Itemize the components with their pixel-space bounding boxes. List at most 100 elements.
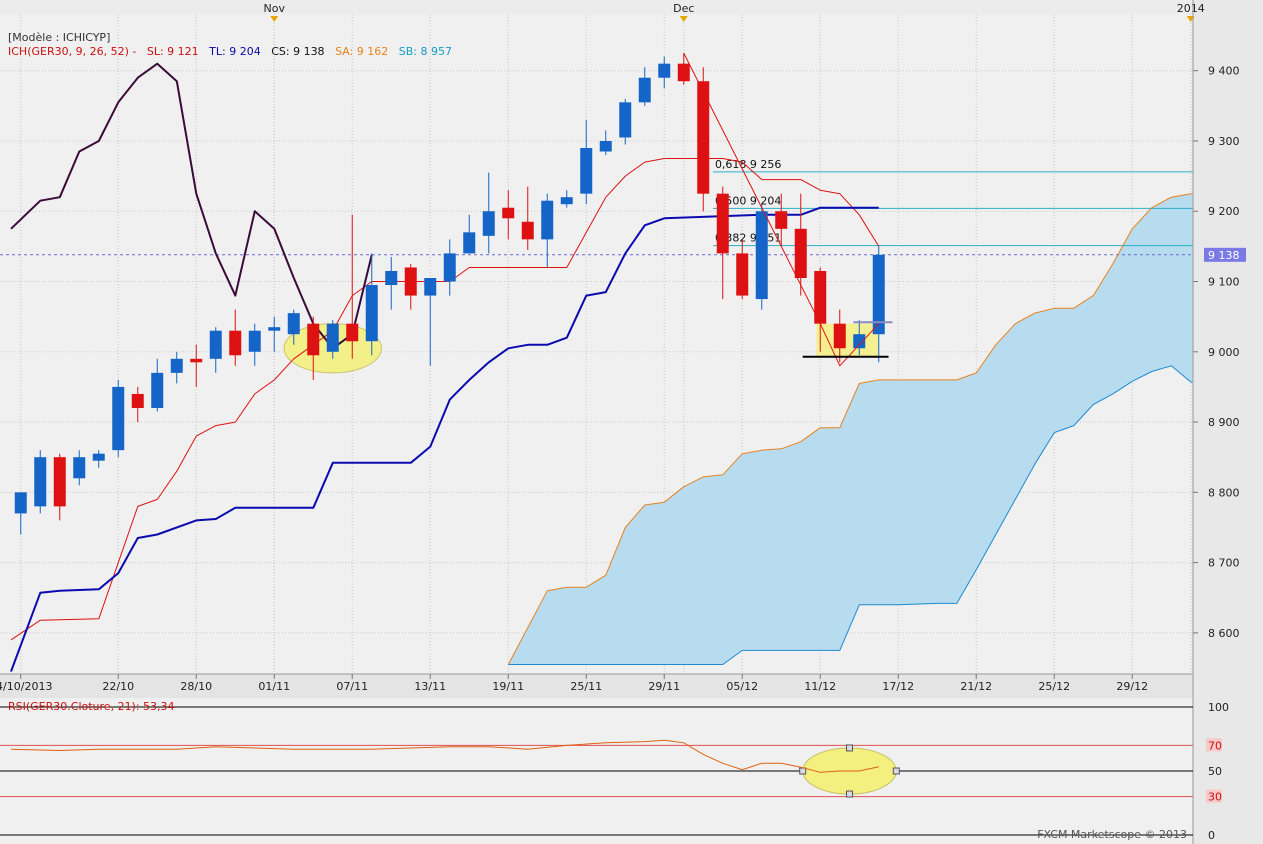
date-tick-label: 28/10 xyxy=(180,680,212,693)
candle-body xyxy=(755,211,768,300)
rsi-level-label: 0 xyxy=(1208,829,1215,842)
candle-body xyxy=(190,358,203,363)
ichimoku-legend: ICH(GER30, 9, 26, 52) - SL: 9 121 TL: 9 … xyxy=(8,45,452,58)
candle xyxy=(385,256,398,310)
ich-settings-label: ICH(GER30, 9, 26, 52) - xyxy=(8,45,137,58)
candle xyxy=(736,239,749,300)
price-axis: 8 600 8 700 8 800 8 900 9 000 9 100 9 200 9 300… xyxy=(1192,0,1246,844)
price-tick-label: 8 700 xyxy=(1208,557,1240,570)
candle-body xyxy=(112,386,125,451)
top-markers: Nov Dec 2014 xyxy=(264,2,1205,22)
price-tick-label: 9 100 xyxy=(1208,276,1240,289)
candles xyxy=(14,53,885,535)
watermark: FXCM Marketscope © 2013 xyxy=(1037,828,1187,841)
price-tick-label: 9 000 xyxy=(1208,346,1240,359)
candle-body xyxy=(736,253,749,296)
candle xyxy=(404,263,417,310)
model-label: [Modèle : ICHICYP] xyxy=(8,31,111,44)
candle-body xyxy=(580,148,593,194)
candle-body xyxy=(716,193,729,254)
candle-body xyxy=(326,323,339,352)
top-marker-arrow xyxy=(270,16,279,22)
candle-body xyxy=(794,228,807,278)
candle-body xyxy=(209,330,222,359)
ichimoku-kijun-line xyxy=(10,206,879,672)
price-axis-panel xyxy=(1193,0,1263,844)
candle-body xyxy=(541,200,554,240)
candle xyxy=(34,450,47,514)
candle-body xyxy=(268,327,281,331)
candle xyxy=(92,450,105,468)
price-panel xyxy=(0,14,1193,674)
rsi-level-tag xyxy=(1206,789,1222,803)
candle-body xyxy=(404,267,417,296)
candle xyxy=(580,119,593,205)
candle-body xyxy=(151,372,164,408)
current-price-label: 9 138 xyxy=(1208,249,1240,262)
date-tick-label: 14/10/2013 xyxy=(0,680,52,693)
legend-sa: SA: 9 162 xyxy=(335,45,389,58)
candle-body xyxy=(775,211,788,229)
legend-sb: SB: 8 957 xyxy=(398,45,453,58)
candle xyxy=(619,98,632,145)
date-tick-label: 13/11 xyxy=(414,680,446,693)
date-tick-label: 19/11 xyxy=(492,680,524,693)
ellipse-handle xyxy=(846,744,853,752)
candle xyxy=(872,246,885,363)
price-tick-label: 8 600 xyxy=(1208,627,1240,640)
candle-body xyxy=(53,457,66,507)
top-marker-label: 2014 xyxy=(1177,2,1205,15)
date-tick-label: 21/12 xyxy=(960,680,992,693)
date-tick-label: 11/12 xyxy=(804,680,836,693)
candle xyxy=(560,190,573,208)
candle xyxy=(833,309,846,363)
rsi-legend: RSI(GER30.Cloture, 21): 53,34 xyxy=(8,700,175,713)
candle-body xyxy=(521,221,534,240)
date-axis: 14/10/2013 22/10 28/10 01/11 07/11 13/11 19/11… xyxy=(0,674,1148,693)
candle-body xyxy=(170,358,183,373)
candle-body xyxy=(92,453,105,461)
candle xyxy=(229,309,242,366)
fib-label: 0,500 9 204 xyxy=(715,194,781,207)
fib-label: 0,618 9 256 xyxy=(715,158,781,171)
price-tick-label: 9 400 xyxy=(1208,65,1240,78)
candle xyxy=(443,239,456,296)
candle xyxy=(346,214,359,359)
top-marker-label: Nov xyxy=(264,2,286,15)
candle-body xyxy=(365,285,378,342)
candle-body xyxy=(502,207,515,219)
candle xyxy=(268,316,281,352)
candle xyxy=(658,56,671,89)
candle-body xyxy=(385,270,398,286)
ichimoku-tenkan-line xyxy=(10,158,880,641)
candle-body xyxy=(14,492,27,514)
candle xyxy=(463,214,476,254)
date-tick-label: 17/12 xyxy=(882,680,914,693)
candle-body xyxy=(463,232,476,254)
date-tick-label: 22/10 xyxy=(102,680,134,693)
candle-body xyxy=(560,197,573,205)
candle xyxy=(287,309,300,345)
candle-body xyxy=(658,63,671,78)
ellipse-handle xyxy=(846,790,853,798)
candle xyxy=(716,186,729,300)
price-tick-label: 8 800 xyxy=(1208,486,1240,499)
candle xyxy=(794,193,807,296)
rsi-level-tag xyxy=(1206,738,1222,752)
candle-body xyxy=(697,81,710,194)
rsi-level-label: 70 xyxy=(1208,739,1222,752)
date-tick-label: 25/11 xyxy=(570,680,602,693)
candle xyxy=(53,453,66,521)
candle xyxy=(307,316,320,380)
price-tick-label: 9 300 xyxy=(1208,135,1240,148)
rsi-line xyxy=(10,739,879,773)
candle-body xyxy=(229,330,242,356)
price-tick-label: 8 900 xyxy=(1208,416,1240,429)
candle xyxy=(677,53,690,85)
candle-body xyxy=(131,393,144,408)
ellipse-handle xyxy=(799,767,807,775)
candle xyxy=(697,67,710,212)
candle xyxy=(482,172,495,254)
